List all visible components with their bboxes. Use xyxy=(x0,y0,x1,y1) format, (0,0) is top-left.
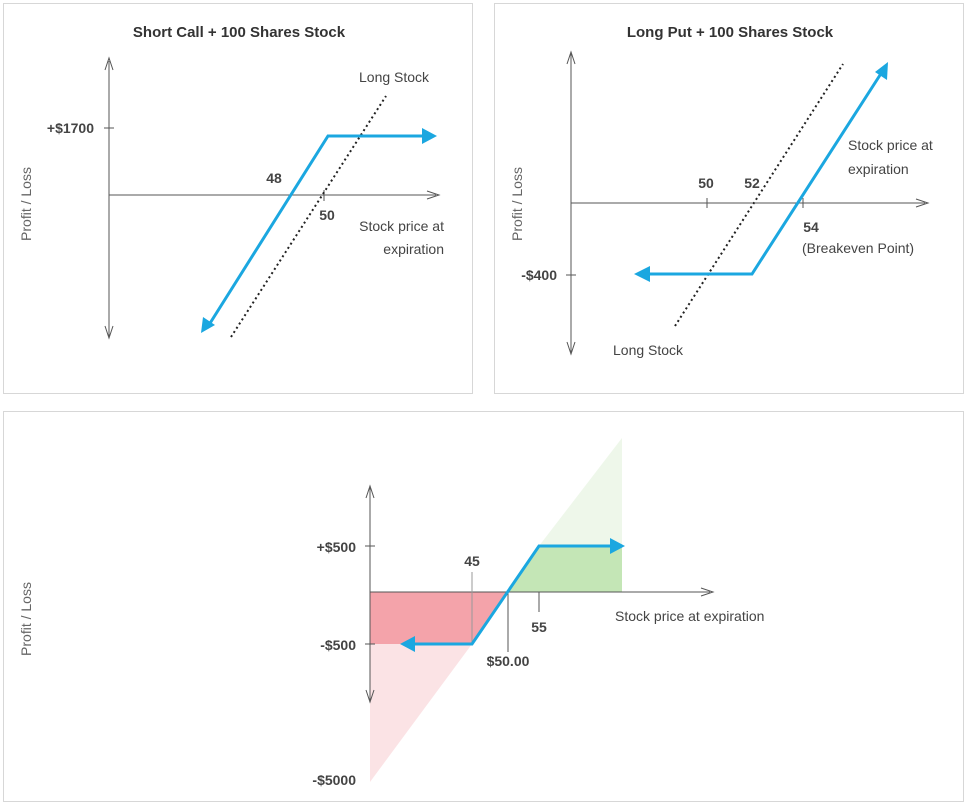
x-axis-arrow xyxy=(700,587,715,597)
y-axis-arrow-down xyxy=(566,341,576,356)
payoff-arrow-left xyxy=(400,636,415,652)
gain-region xyxy=(508,546,622,592)
x-tick-label-54: 54 xyxy=(803,219,819,235)
collar-panel: Profit / Loss +$500 -$500 -$5000 45 $50.… xyxy=(3,411,964,802)
x-tick-label-50: 50 xyxy=(319,207,335,223)
y-axis-arrow-down xyxy=(365,689,375,704)
x-tick-label-50: $50.00 xyxy=(487,653,530,669)
payoff-arrow-right xyxy=(422,128,437,144)
x-axis-label-line1: Stock price at xyxy=(359,218,444,234)
x-tick-label-45: 45 xyxy=(464,553,480,569)
y-axis-arrow-up xyxy=(104,56,114,71)
chart-title: Short Call + 100 Shares Stock xyxy=(133,24,346,41)
x-axis-arrow xyxy=(426,190,441,200)
short-call-panel: Short Call + 100 Shares Stock Profit / L… xyxy=(3,3,473,394)
y-tick-label-bottom: -$5000 xyxy=(312,772,356,788)
x-axis-arrow xyxy=(915,198,930,208)
y-axis-arrow-up xyxy=(566,50,576,65)
y-tick-label-top: +$500 xyxy=(317,539,357,555)
x-axis-label-line1: Stock price at xyxy=(848,137,933,153)
y-tick-label-mid: -$500 xyxy=(320,637,356,653)
y-axis-label: Profit / Loss xyxy=(18,582,34,656)
x-tick-label-48: 48 xyxy=(266,170,282,186)
payoff-line xyxy=(205,134,429,329)
x-tick-label-52: 52 xyxy=(744,175,760,191)
long-stock-label: Long Stock xyxy=(613,342,684,358)
long-stock-line xyxy=(674,63,844,327)
loss-region xyxy=(370,592,508,644)
x-axis-label-line2: expiration xyxy=(848,161,909,177)
loss-region-light xyxy=(370,644,472,782)
x-axis-label: Stock price at expiration xyxy=(615,608,764,624)
short-call-diagram: Short Call + 100 Shares Stock Profit / L… xyxy=(18,24,444,340)
payoff-arrow-right xyxy=(610,538,625,554)
chart-title: Long Put + 100 Shares Stock xyxy=(627,24,834,41)
y-axis-label: Profit / Loss xyxy=(509,167,525,241)
gain-region-light xyxy=(539,438,622,546)
payoff-line xyxy=(643,71,884,276)
long-stock-label: Long Stock xyxy=(359,69,430,85)
y-axis-arrow-up xyxy=(365,484,375,499)
long-put-panel: Long Put + 100 Shares Stock Profit / Los… xyxy=(494,3,964,394)
breakeven-label: (Breakeven Point) xyxy=(802,240,914,256)
long-put-diagram: Long Put + 100 Shares Stock Profit / Los… xyxy=(509,24,933,358)
y-tick-label: -$400 xyxy=(521,267,557,283)
x-tick-label-55: 55 xyxy=(531,619,547,635)
collar-diagram: Profit / Loss +$500 -$500 -$5000 45 $50.… xyxy=(18,438,764,788)
x-tick-label-50: 50 xyxy=(698,175,714,191)
payoff-arrow-up xyxy=(875,62,888,80)
payoff-arrow-left xyxy=(634,266,650,282)
y-tick-label: +$1700 xyxy=(47,120,94,136)
y-axis-label: Profit / Loss xyxy=(18,167,34,241)
x-axis-label-line2: expiration xyxy=(383,241,444,257)
long-stock-line xyxy=(230,95,387,338)
payoff-line xyxy=(408,544,616,646)
payoff-arrow-down xyxy=(201,317,215,333)
y-axis-arrow-down xyxy=(104,325,114,340)
